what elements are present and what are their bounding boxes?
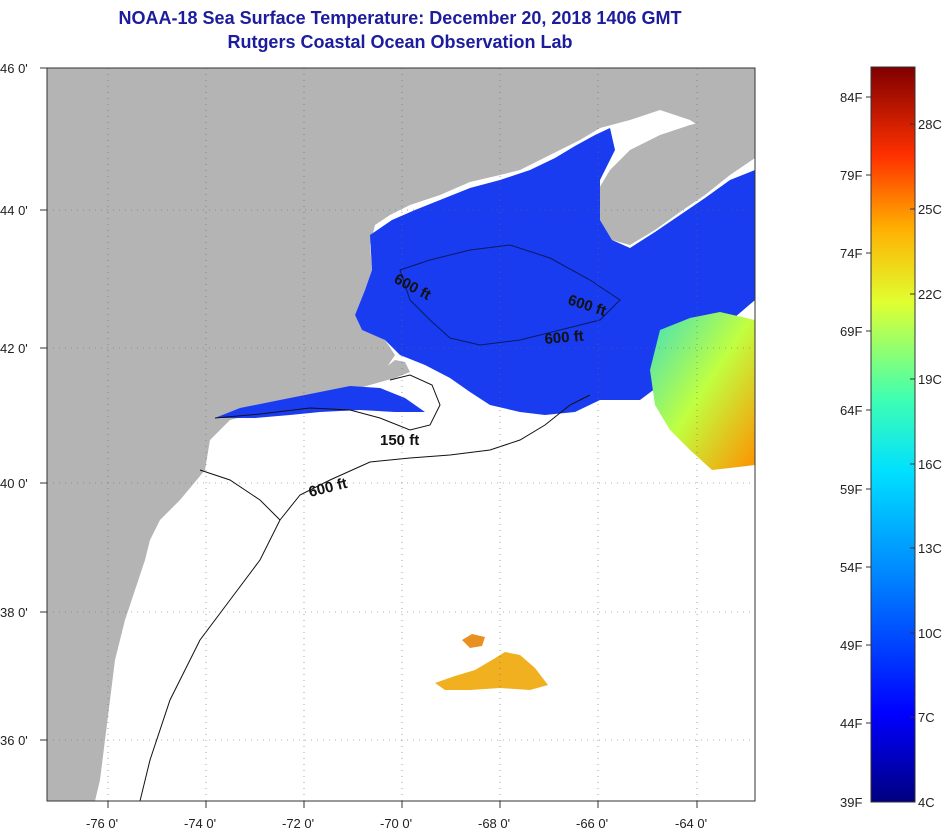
lon-label: -66 0' [576,816,608,831]
contour-600ft-gulf [399,244,621,346]
sst-warm-eddy-small [462,634,485,648]
colorbar-c-ticks [910,123,915,718]
sst-cold-water-south-coast [215,386,425,418]
land-us-new-england [47,68,755,801]
colorbar [870,66,916,803]
colorbar-c-label: 7C [918,710,935,725]
colorbar-f-label: 49F [840,638,862,653]
contour-150ft [214,374,441,431]
colorbar-c-label: 25C [918,202,942,217]
colorbar-f-label: 64F [840,403,862,418]
colorbar-f-ticks [866,96,871,724]
colorbar-f-label: 84F [840,90,862,105]
axis-ticks [40,67,698,808]
sst-warm-eddy [435,652,548,690]
colorbar-f-label: 79F [840,168,862,183]
map-title: NOAA-18 Sea Surface Temperature: Decembe… [118,8,682,28]
colorbar-c-label: 16C [918,457,942,472]
lon-label: -64 0' [675,816,707,831]
contour-label: 600 ft [544,328,585,348]
sst-warm-water-region [650,312,755,470]
colorbar-f-label: 69F [840,324,862,339]
colorbar-f-label: 54F [840,560,862,575]
land-cape-cod [370,360,410,385]
lat-label: 36 0' [0,733,28,748]
colorbar-c-label: 28C [918,117,942,132]
colorbar-c-label: 19C [918,372,942,387]
lon-label: -76 0' [86,816,118,831]
colorbar-f-label: 74F [840,246,862,261]
sst-cold-water-region [355,128,755,415]
land-nova-scotia [598,108,755,245]
colorbar-c-label: 10C [918,626,942,641]
colorbar-c-label: 13C [918,541,942,556]
lon-label: -68 0' [478,816,510,831]
lat-label: 42 0' [0,341,28,356]
contour-600ft-shelf [279,394,591,521]
colorbar-f-label: 39F [840,795,862,810]
grid-lines [47,68,755,801]
lon-label: -70 0' [380,816,412,831]
contour-label: 150 ft [380,432,419,449]
lat-label: 40 0' [0,476,28,491]
lat-label: 46 0' [0,61,28,76]
lat-label: 44 0' [0,203,28,218]
map-subtitle: Rutgers Coastal Ocean Observation Lab [227,32,573,52]
lat-label: 38 0' [0,605,28,620]
colorbar-f-label: 59F [840,482,862,497]
lon-label: -72 0' [282,816,314,831]
colorbar-c-label: 4C [918,795,935,810]
map-frame [46,67,756,802]
colorbar-c-label: 22C [918,287,942,302]
colorbar-f-label: 44F [840,716,862,731]
contour-600ft-south [139,469,281,801]
lon-label: -74 0' [184,816,216,831]
